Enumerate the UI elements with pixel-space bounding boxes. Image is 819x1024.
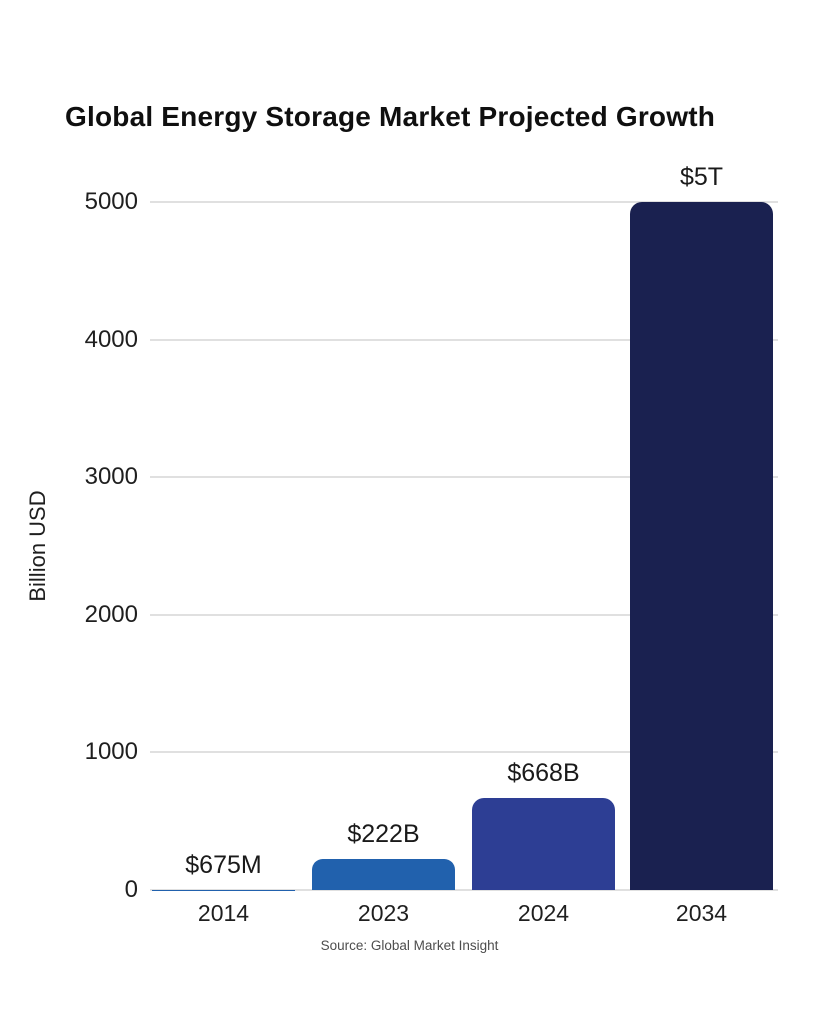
gridline-4000 xyxy=(150,338,778,341)
x-tick-label-2023: 2023 xyxy=(357,900,410,926)
chart-title: Global Energy Storage Market Projected G… xyxy=(65,100,716,132)
y-tick-label-5000: 5000 xyxy=(84,188,138,215)
value-label-2023: $222B xyxy=(347,820,420,849)
gridline-5000 xyxy=(150,201,778,203)
x-tick-label-2024: 2024 xyxy=(517,900,570,926)
y-tick-label-4000: 4000 xyxy=(84,325,138,353)
gridline-0 xyxy=(150,889,778,891)
y-tick-label-0: 0 xyxy=(124,876,138,903)
source-caption: Source: Global Market Insight xyxy=(320,938,499,953)
bar-2024 xyxy=(472,798,615,890)
value-label-2014: $675M xyxy=(185,850,262,879)
gridline-3000 xyxy=(150,476,778,479)
bar-2034 xyxy=(630,202,773,890)
y-tick-label-3000: 3000 xyxy=(84,463,138,491)
bar-2023 xyxy=(312,859,455,890)
value-label-2024: $668B xyxy=(507,759,580,788)
value-label-2034: $5T xyxy=(679,163,724,191)
x-tick-label-2034: 2034 xyxy=(675,900,728,926)
y-tick-label-2000: 2000 xyxy=(84,600,138,628)
gridline-2000 xyxy=(150,613,778,616)
x-tick-label-2014: 2014 xyxy=(197,900,250,926)
gridline-1000 xyxy=(150,751,778,754)
y-tick-label-1000: 1000 xyxy=(84,738,138,766)
